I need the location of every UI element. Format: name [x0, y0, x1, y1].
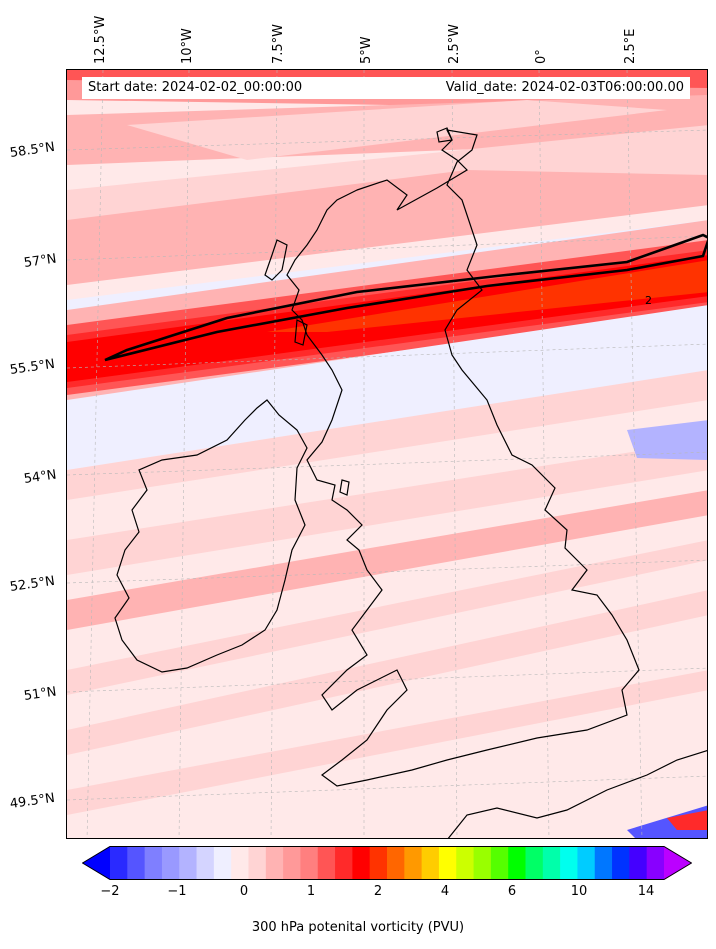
colorbar-tick-5: 4	[440, 884, 450, 899]
colorbar-tick-7: 10	[570, 884, 588, 899]
colorbar-swatch	[594, 846, 613, 880]
colorbar-tick-4: 2	[373, 884, 383, 899]
lon-label-5w: 5°W	[359, 36, 374, 64]
colorbar-tick-6: 6	[507, 884, 517, 899]
colorbar-swatch	[404, 846, 423, 880]
colorbar-swatch	[387, 846, 405, 880]
valid-date-label: Valid_date: 2024-02-03T06:00:00.00	[422, 77, 690, 99]
colorbar-swatch	[317, 846, 336, 880]
ireland-coast	[114, 399, 308, 673]
lon-label-10w: 10°W	[180, 28, 195, 64]
colorbar-extend-high	[664, 846, 692, 880]
colorbar-swatch	[335, 846, 353, 880]
lat-label-57n: 57°N	[22, 251, 58, 271]
great-britain-coast	[286, 129, 640, 787]
colorbar-extend-low	[82, 846, 110, 880]
contour-label: 2	[645, 294, 652, 307]
colorbar-swatch	[300, 846, 319, 880]
colorbar-swatch	[179, 846, 198, 880]
coastlines	[114, 127, 707, 838]
lon-label-2-5w: 2.5°W	[447, 23, 462, 64]
colorbar-swatch	[438, 846, 457, 880]
colorbar-swatch	[265, 846, 284, 880]
lat-label-55-5n: 55.5°N	[8, 356, 56, 378]
colorbar-tick-1: −1	[167, 884, 187, 899]
colorbar-swatch	[248, 846, 267, 880]
pv-map: 2	[66, 69, 708, 839]
france-coast	[447, 749, 707, 838]
colorbar-swatch	[283, 846, 301, 880]
colorbar-swatch	[369, 846, 388, 880]
colorbar-swatch	[421, 846, 440, 880]
colorbar-swatch	[646, 846, 665, 880]
colorbar-tick-2: 0	[239, 884, 249, 899]
lat-label-49-5n: 49.5°N	[8, 790, 56, 812]
colorbar-swatch	[612, 846, 630, 880]
lon-label-2-5e: 2.5°E	[623, 28, 638, 64]
lon-label-12-5w: 12.5°W	[93, 15, 108, 64]
colorbar-swatch	[490, 846, 509, 880]
colorbar-label: 300 hPa potenital vorticity (PVU)	[251, 920, 465, 935]
colorbar-swatch	[110, 846, 128, 880]
lat-label-54n: 54°N	[22, 467, 58, 487]
lat-label-52-5n: 52.5°N	[8, 573, 56, 595]
lat-label-58-5n: 58.5°N	[8, 139, 56, 161]
colorbar-swatch	[508, 846, 526, 880]
colorbar-tick-3: 1	[306, 884, 316, 899]
pv-map-canvas: 2	[67, 70, 707, 838]
colorbar-swatch	[161, 846, 180, 880]
graticule-lines	[67, 70, 707, 838]
colorbar	[82, 846, 692, 880]
colorbar-swatch	[196, 846, 215, 880]
colorbar-tick-0: −2	[100, 884, 120, 899]
lon-label-0: 0°	[534, 49, 549, 64]
lon-label-7-5w: 7.5°W	[271, 23, 286, 64]
colorbar-swatch	[456, 846, 475, 880]
colorbar-swatch	[542, 846, 561, 880]
colorbar-swatch	[144, 846, 163, 880]
colorbar-swatch	[560, 846, 578, 880]
colorbar-swatch	[213, 846, 232, 880]
colorbar-swatch	[577, 846, 596, 880]
colorbar-tick-8: 14	[637, 884, 655, 899]
start-date-label: Start date: 2024-02-02_00:00:00	[82, 77, 432, 99]
colorbar-swatch	[231, 846, 249, 880]
colorbar-swatch	[352, 846, 371, 880]
colorbar-swatch	[127, 846, 146, 880]
colorbar-swatch	[473, 846, 492, 880]
lat-label-51n: 51°N	[22, 684, 58, 704]
pv-shading	[67, 70, 707, 838]
pv-2-contour	[104, 233, 707, 362]
colorbar-outline	[82, 846, 692, 880]
colorbar-swatch	[629, 846, 648, 880]
colorbar-swatch	[525, 846, 544, 880]
